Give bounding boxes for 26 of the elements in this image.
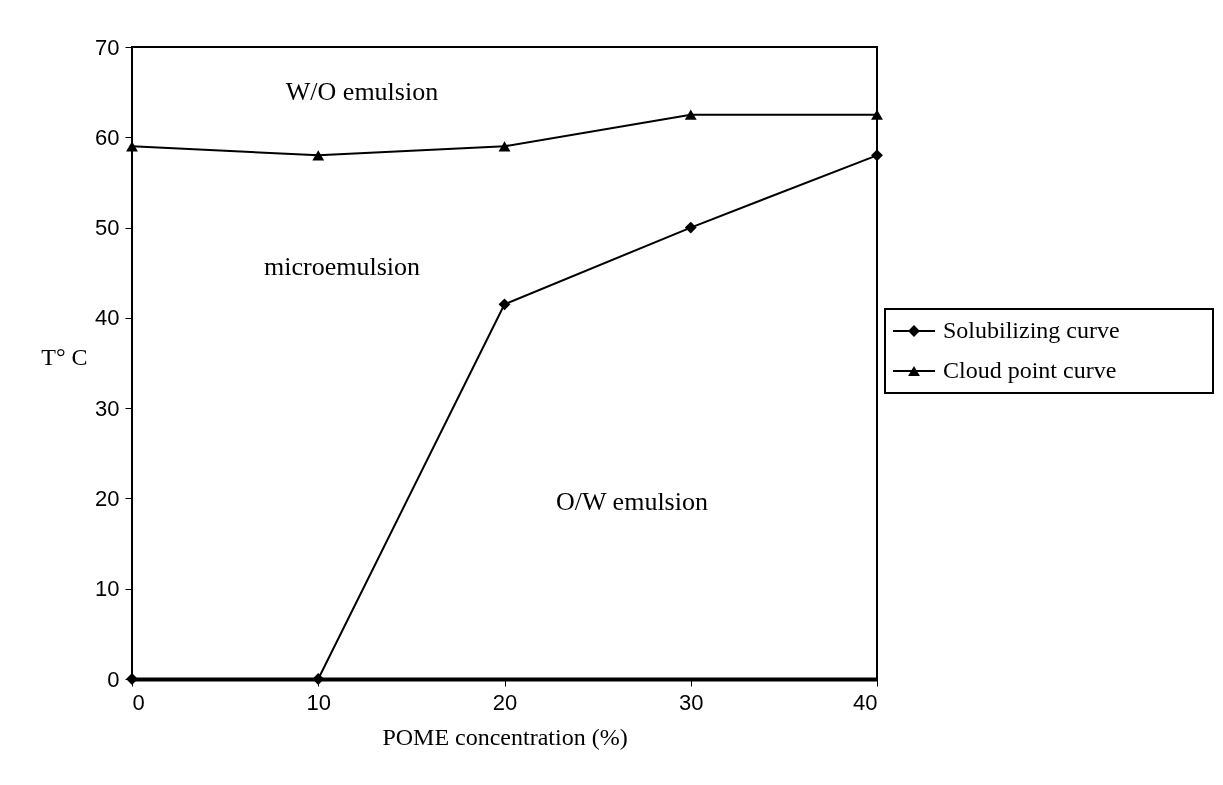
x-axis-title: POME concentration (%) (382, 723, 628, 750)
y-tick-label: 10 (95, 576, 120, 602)
point (498, 141, 511, 152)
y-axis-title: T° C (41, 343, 88, 370)
y-tick-label: 70 (95, 34, 120, 60)
x-tick-label: 30 (679, 689, 704, 715)
y-tick-label: 0 (107, 666, 120, 692)
annotation: W/O emulsion (285, 77, 439, 106)
y-tick-label: 50 (95, 215, 120, 241)
point (498, 298, 511, 311)
y-tick-label: 20 (95, 485, 120, 511)
x-tick-label: 0 (132, 689, 145, 715)
x-tick-label: 10 (306, 689, 331, 715)
y-tick-label: 40 (95, 305, 120, 331)
point (684, 109, 697, 120)
annotation: O/W emulsion (556, 487, 708, 516)
point (312, 150, 325, 161)
y-tick-label: 60 (95, 124, 120, 150)
x-tick-label: 40 (853, 689, 878, 715)
legend-label: Cloud point curve (943, 357, 1117, 383)
y-tick-label: 30 (95, 395, 120, 421)
x-tick-label: 20 (492, 689, 518, 715)
legend-label: Solubilizing curve (943, 317, 1120, 343)
point (871, 149, 883, 162)
annotation: microemulsion (264, 252, 420, 281)
point (684, 221, 697, 234)
